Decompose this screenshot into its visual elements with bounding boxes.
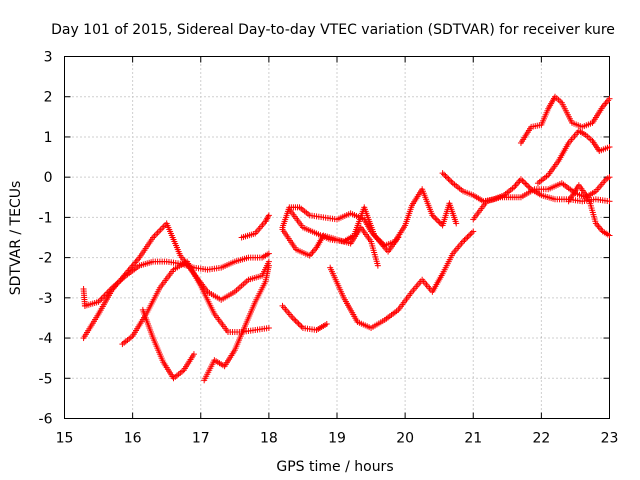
- data-point: [291, 316, 298, 323]
- data-point: [323, 320, 330, 327]
- data-point: [265, 250, 272, 257]
- data-point: [157, 226, 164, 233]
- data-points: [80, 93, 613, 384]
- x-tick-label: 22: [532, 431, 550, 447]
- data-point: [297, 322, 304, 329]
- x-axis-label: GPS time / hours: [276, 459, 393, 475]
- data-point: [153, 231, 160, 238]
- data-point: [151, 232, 158, 239]
- data-point: [445, 175, 452, 182]
- data-point: [374, 262, 381, 269]
- data-point: [160, 223, 167, 230]
- data-point: [453, 220, 460, 227]
- x-tick-label: 21: [464, 431, 482, 447]
- x-tick-label: 19: [328, 431, 346, 447]
- data-point: [295, 320, 302, 327]
- data-point: [517, 176, 524, 183]
- data-point: [298, 323, 305, 330]
- y-tick-label: -3: [39, 291, 53, 307]
- y-tick-label: -5: [39, 371, 53, 387]
- x-tick-label: 23: [601, 431, 619, 447]
- data-point: [468, 229, 475, 236]
- data-point: [461, 237, 468, 244]
- data-point: [526, 184, 533, 191]
- data-point: [432, 215, 439, 222]
- data-point: [435, 218, 442, 225]
- y-tick-label: -4: [39, 331, 53, 347]
- data-point: [371, 232, 378, 239]
- data-point: [374, 235, 381, 242]
- data-point: [464, 234, 471, 241]
- data-point: [467, 231, 474, 238]
- data-point: [460, 238, 467, 245]
- x-tick-label: 17: [192, 431, 210, 447]
- data-point: [523, 181, 530, 188]
- data-point: [372, 233, 379, 240]
- data-point: [190, 351, 197, 358]
- data-point: [433, 216, 440, 223]
- data-point: [606, 198, 613, 205]
- data-point: [265, 262, 272, 269]
- data-point: [380, 241, 387, 248]
- data-point: [520, 179, 527, 186]
- data-point: [462, 235, 469, 242]
- data-point: [159, 225, 166, 232]
- data-point: [265, 325, 272, 331]
- data-point: [441, 171, 448, 178]
- data-point: [470, 228, 477, 235]
- data-point: [522, 180, 529, 187]
- y-tick-label: -6: [39, 412, 53, 428]
- y-axis-label: SDTVAR / TECUs: [8, 181, 24, 296]
- data-point: [442, 173, 449, 180]
- data-point: [294, 319, 301, 326]
- y-tick-label: 0: [44, 170, 53, 186]
- data-point: [430, 213, 437, 220]
- data-point: [377, 238, 384, 245]
- data-point: [154, 229, 161, 236]
- data-point: [429, 212, 436, 219]
- data-point: [292, 317, 299, 324]
- data-point: [156, 228, 163, 235]
- data-point: [606, 95, 613, 102]
- data-point: [606, 144, 613, 150]
- y-tick-label: 3: [44, 50, 53, 66]
- data-point: [525, 183, 532, 190]
- data-point: [519, 177, 526, 184]
- x-tick-label: 16: [124, 431, 142, 447]
- data-point: [289, 314, 296, 321]
- data-point: [448, 178, 455, 185]
- data-point: [606, 174, 613, 181]
- y-tick-label: 1: [44, 130, 53, 146]
- y-tick-label: 2: [44, 90, 53, 106]
- x-tick-label: 18: [260, 431, 278, 447]
- data-point: [378, 239, 385, 246]
- data-point: [436, 219, 443, 226]
- data-point: [265, 212, 272, 219]
- y-tick-label: -2: [39, 251, 53, 267]
- data-point: [375, 236, 382, 243]
- data-point: [465, 232, 472, 239]
- data-point: [606, 232, 613, 239]
- data-point: [446, 177, 453, 184]
- x-tick-label: 20: [396, 431, 414, 447]
- data-point: [443, 174, 450, 181]
- x-tick-label: 15: [56, 431, 74, 447]
- y-tick-label: -1: [39, 210, 53, 226]
- chart-title: Day 101 of 2015, Sidereal Day-to-day VTE…: [51, 22, 615, 38]
- data-point: [439, 170, 446, 177]
